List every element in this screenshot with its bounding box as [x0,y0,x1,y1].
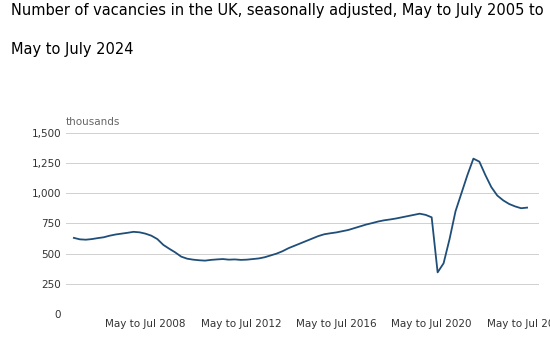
Text: May to July 2024: May to July 2024 [11,42,134,57]
Text: Number of vacancies in the UK, seasonally adjusted, May to July 2005 to: Number of vacancies in the UK, seasonall… [11,3,543,18]
Text: thousands: thousands [66,117,120,127]
